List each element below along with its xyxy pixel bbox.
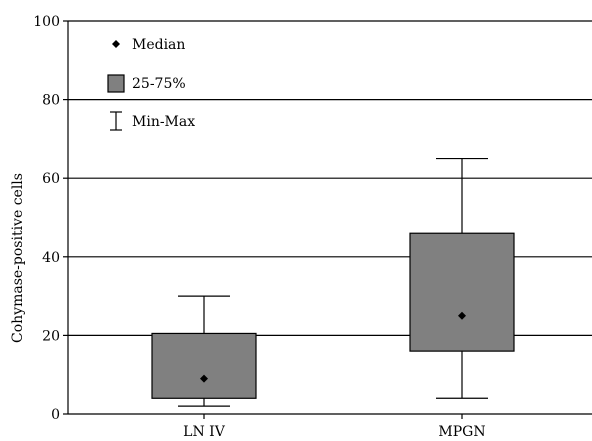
x-axis-labels: LN IV MPGN xyxy=(183,424,485,440)
legend-label: 25-75% xyxy=(132,76,186,92)
median-marker xyxy=(458,311,466,320)
y-tick-label: 80 xyxy=(42,93,60,109)
y-tick-label: 100 xyxy=(33,14,60,30)
x-tick-label: LN IV xyxy=(183,424,226,440)
y-tick-label: 0 xyxy=(51,407,60,423)
legend-box-icon xyxy=(107,74,125,93)
median-marker xyxy=(200,374,208,383)
legend-label: Median xyxy=(132,37,185,53)
y-tick-label: 60 xyxy=(42,171,60,187)
iqr-box xyxy=(409,232,515,352)
legend: Median 25-75% Min-Max xyxy=(107,37,195,131)
axes xyxy=(67,21,592,419)
y-axis-label: Cohymase-positive cells xyxy=(10,173,26,343)
y-tick-label: 40 xyxy=(42,250,60,266)
iqr-box xyxy=(151,332,257,399)
box-mpgn xyxy=(409,157,515,399)
box-ln-iv xyxy=(151,295,257,407)
legend-label: Min-Max xyxy=(132,114,195,130)
y-axis-ticks: 0 20 40 60 80 100 xyxy=(33,14,68,423)
legend-median-icon xyxy=(112,40,120,48)
y-tick-label: 20 xyxy=(42,328,60,344)
x-tick-label: MPGN xyxy=(438,424,485,440)
boxes xyxy=(151,157,515,407)
